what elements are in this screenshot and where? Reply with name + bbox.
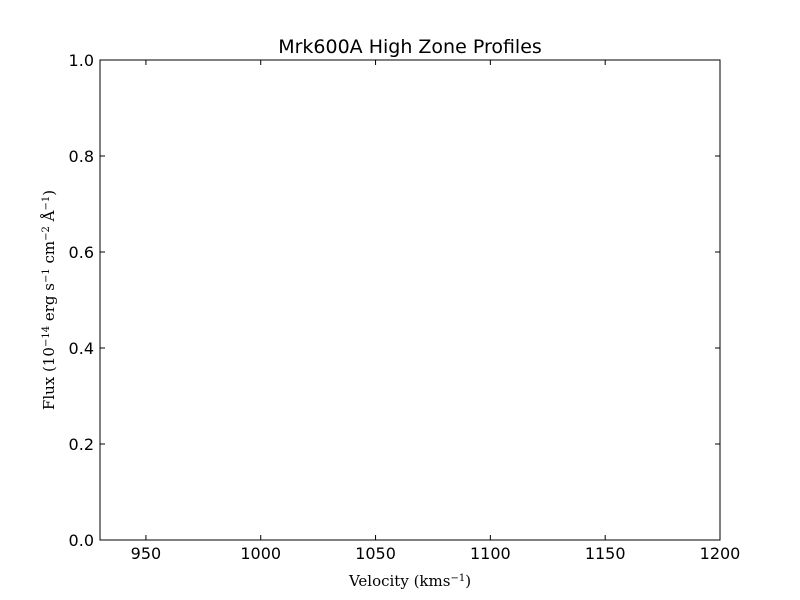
y-tick-label: 0.6	[69, 243, 94, 262]
x-tick-label: 1200	[700, 544, 741, 563]
x-tick-label: 950	[131, 544, 162, 563]
y-tick-label: 0.8	[69, 147, 94, 166]
x-axis: 950 1000 1050 1100 1150 1200	[131, 60, 741, 563]
x-tick-label: 1050	[355, 544, 396, 563]
y-tick-label: 0.4	[69, 339, 94, 358]
plot-area	[99, 59, 721, 541]
y-tick-label: 1.0	[69, 51, 94, 70]
x-axis-label: Velocity (kms−1)	[348, 572, 471, 590]
y-axis: 0.0 0.2 0.4 0.6 0.8 1.0	[69, 51, 720, 550]
x-tick-label: 1100	[470, 544, 511, 563]
y-tick-label: 0.2	[69, 435, 94, 454]
x-tick-label: 1150	[585, 544, 626, 563]
y-tick-label: 0.0	[69, 531, 94, 550]
chart-title: Mrk600A High Zone Profiles	[278, 36, 542, 58]
y-axis-label: Flux (10−14 erg s−1 cm−2 Å−1)	[40, 190, 58, 410]
x-tick-label: 1000	[240, 544, 281, 563]
